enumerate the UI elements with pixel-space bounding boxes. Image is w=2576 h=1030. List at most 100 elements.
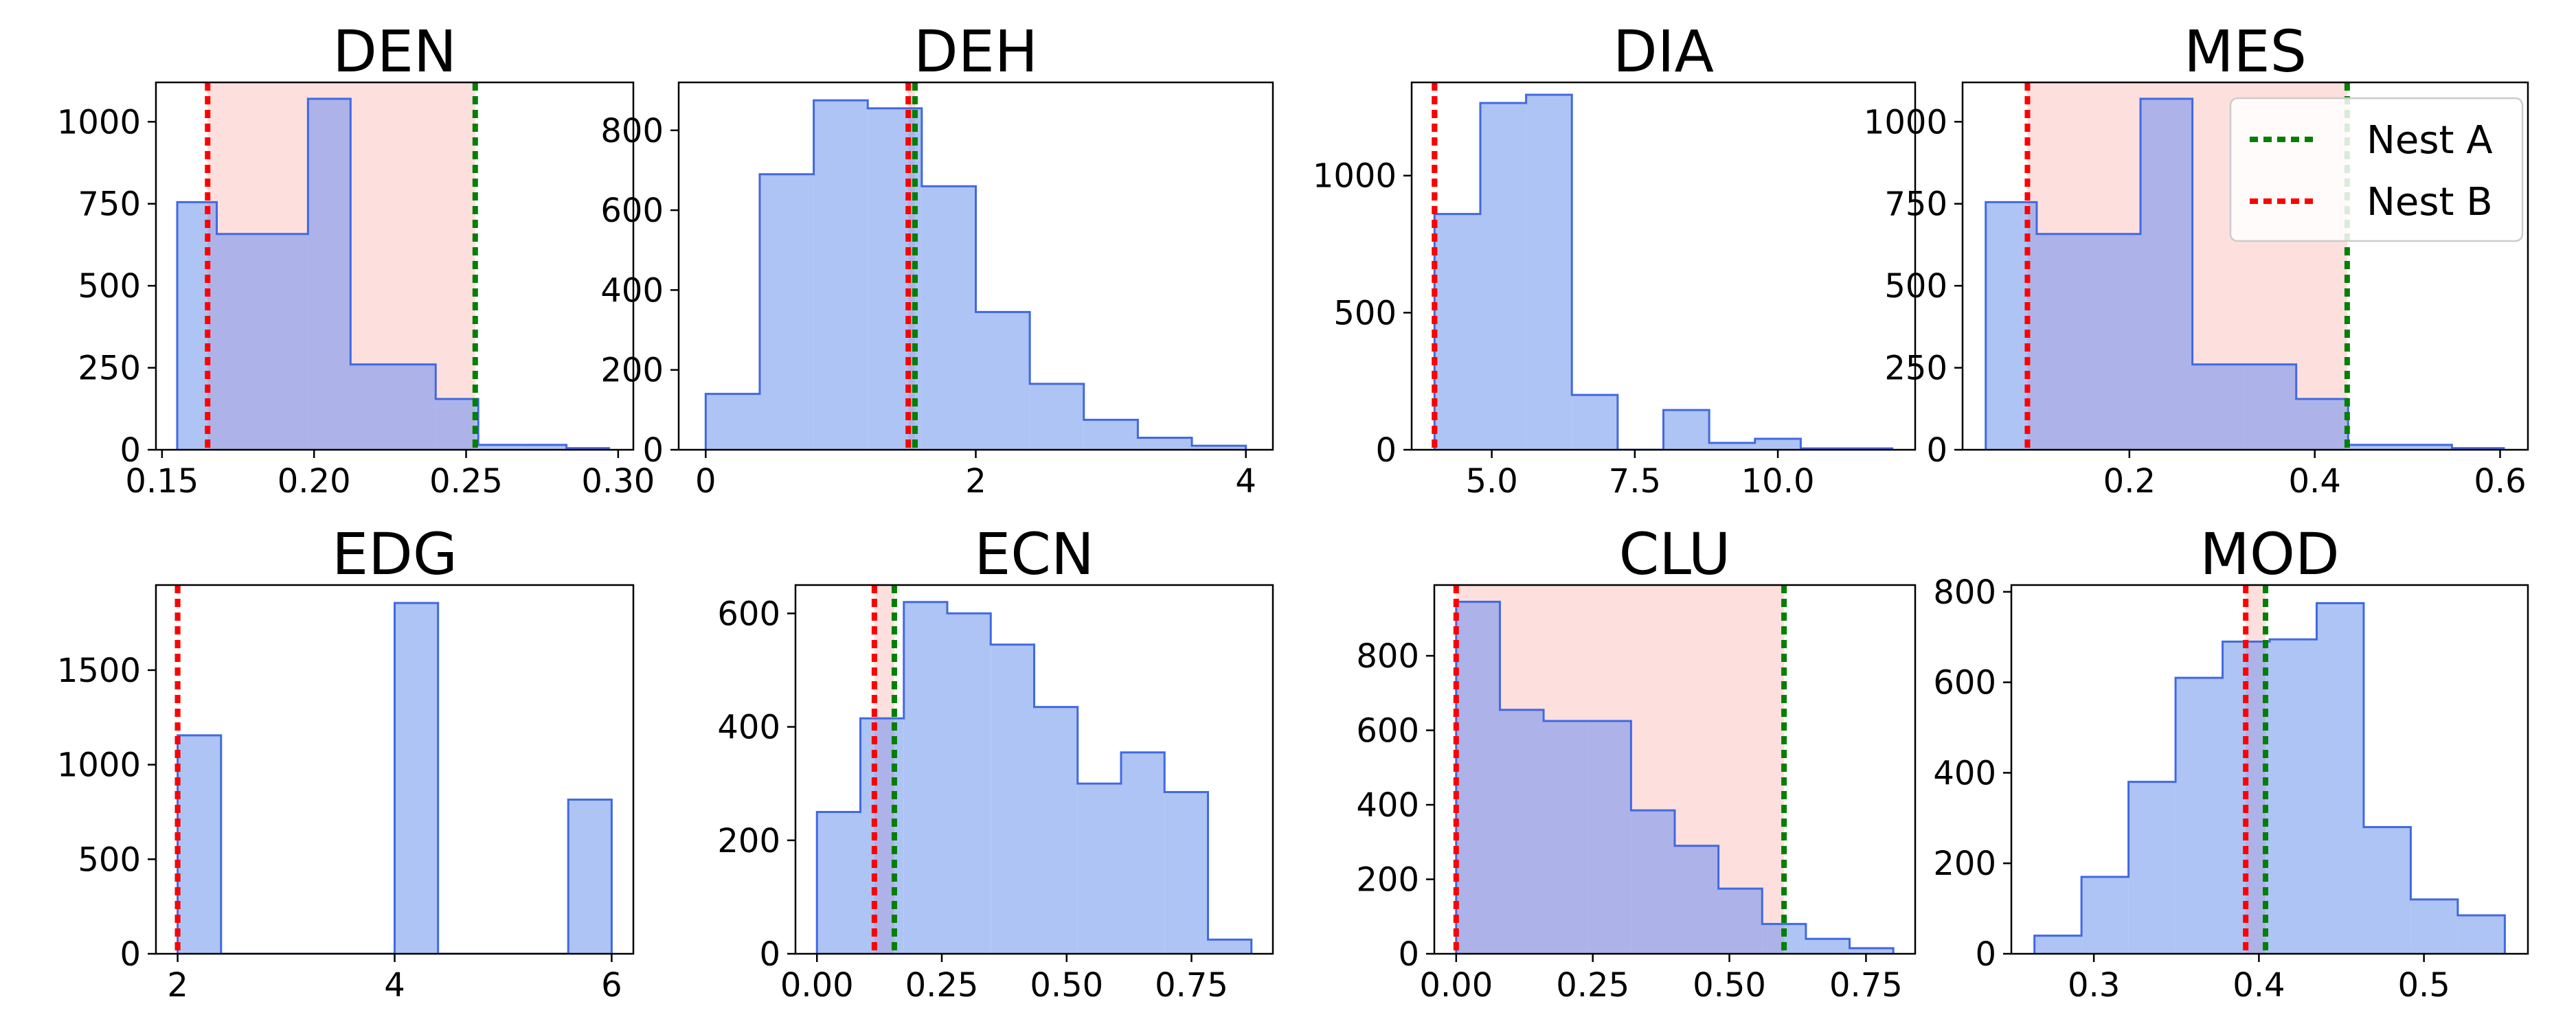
y-tick-label: 500: [1333, 294, 1397, 332]
y-tick-label: 200: [600, 352, 664, 390]
histogram-bar: [1120, 752, 1165, 954]
y-tick-label: 0: [1975, 935, 1996, 974]
histogram-bar: [1805, 939, 1850, 954]
histogram-bar: [921, 186, 976, 450]
histogram-bar-shaded-part: [1718, 889, 1763, 954]
histogram-bar: [2410, 899, 2458, 954]
axes-frame: [794, 584, 1274, 955]
histogram-bar: [759, 174, 814, 450]
y-tick-label: 0: [1375, 431, 1397, 470]
y-tick-label: 250: [78, 350, 141, 388]
y-tick-label: 1000: [1313, 157, 1397, 196]
histogram-bar: [2399, 444, 2452, 450]
histogram-bar-shaded-part: [1631, 810, 1675, 954]
y-tick-label: 400: [1933, 754, 1996, 792]
x-tick-label: 0.25: [1556, 966, 1629, 1005]
histogram-bar: [2363, 827, 2411, 954]
y-tick-label: 750: [1884, 185, 1947, 224]
x-tick-label: 2: [167, 966, 188, 1005]
y-tick-label: 0: [1398, 935, 1419, 974]
y-tick-label: 400: [717, 709, 780, 747]
y-tick-label: 1000: [57, 746, 141, 785]
histogram-bar: [2128, 781, 2176, 954]
y-tick-label: 200: [1356, 861, 1419, 900]
axes-frame: [1410, 81, 1917, 451]
histogram-bar-shaded-part: [2244, 364, 2296, 450]
histogram-bar: [2348, 444, 2400, 450]
x-tick-label: 0.00: [1419, 966, 1493, 1005]
plot-area: [815, 585, 1253, 954]
histogram-bar-shaded-part: [1456, 602, 1500, 954]
histogram-bar: [813, 100, 868, 450]
histogram-bar: [1572, 395, 1618, 450]
x-tick-label: 0.20: [278, 462, 351, 501]
y-tick-label: 600: [1356, 712, 1419, 751]
y-tick-label: 250: [1884, 350, 1947, 388]
x-tick-label: 0: [695, 462, 716, 501]
legend-nest-b-label: Nest B: [2366, 180, 2493, 225]
x-tick-label: 0.4: [2289, 462, 2341, 501]
histogram-bar: [817, 812, 861, 954]
histogram-bar: [521, 444, 567, 450]
panel-title: ECN: [974, 520, 1094, 588]
x-tick-label: 7.5: [1609, 462, 1661, 501]
histogram-bar-shaded-part: [308, 98, 351, 450]
histogram-bar: [1434, 214, 1480, 450]
histogram-bar-shaded-part: [1500, 709, 1544, 954]
x-tick-label: 2: [965, 462, 986, 501]
histogram-bar: [1526, 94, 1572, 450]
y-tick-label: 600: [1933, 664, 1996, 702]
histogram-bar-shaded-part: [908, 108, 916, 450]
x-tick-label: 0.6: [2474, 462, 2526, 501]
panel-title: DEN: [332, 18, 457, 85]
x-tick-label: 0.50: [1693, 966, 1766, 1005]
histogram-outline: [1433, 93, 1894, 450]
legend-box: [2229, 97, 2524, 242]
x-tick-label: 0.50: [1030, 966, 1103, 1005]
histogram-bar-shaded-part: [874, 718, 894, 954]
y-tick-label: 0: [1926, 431, 1947, 470]
histogram-bar-shaded-part: [436, 398, 475, 450]
panel-den: DEN 0.15 0.20 0.25 0.30 0 250 500 750 1000: [57, 18, 655, 501]
histogram-bar: [705, 393, 760, 450]
panel-title: CLU: [1619, 520, 1731, 588]
histogram-bar: [1849, 948, 1894, 954]
plot-area: [704, 82, 1247, 450]
plot-area: [2033, 585, 2506, 954]
histogram-bar: [1138, 437, 1193, 450]
histogram-bar: [2034, 935, 2082, 954]
histogram-bar: [2316, 603, 2364, 954]
histogram-bar-shaded-part: [216, 233, 262, 450]
histogram-bar: [991, 644, 1035, 954]
histogram-outline: [2033, 602, 2506, 954]
panel-mod: MOD 0.3 0.4 0.5 0 200 400 600 800: [1933, 520, 2529, 1005]
histogram-outline: [815, 601, 1253, 954]
y-tick-label: 800: [1356, 637, 1419, 676]
x-tick-label: 0.25: [905, 966, 979, 1005]
y-tick-label: 0: [120, 935, 141, 974]
histogram-bar-shaded-part: [1587, 720, 1631, 954]
histogram-bar: [2270, 639, 2317, 954]
histogram-bar: [1030, 384, 1084, 450]
panel-title: MOD: [2200, 520, 2339, 588]
panel-dia: DIA 5.0 7.5 10.0 0 500 1000: [1313, 18, 1917, 501]
panel-title: EDG: [332, 520, 457, 588]
plot-area: [1432, 82, 1894, 450]
histogram-outline: [1455, 600, 1895, 954]
histogram-bar: [975, 312, 1030, 450]
histogram-bar: [177, 735, 221, 954]
histogram-bar: [1709, 443, 1755, 450]
y-tick-label: 1000: [1864, 103, 1947, 141]
histogram-bar: [1083, 420, 1138, 450]
y-tick-label: 0: [120, 431, 141, 470]
histogram-bar: [1754, 439, 1801, 450]
y-tick-label: 200: [717, 822, 780, 860]
histogram-bar: [394, 603, 438, 954]
axes-frame: [155, 81, 635, 451]
histogram-bar-shaded-part: [2192, 364, 2245, 450]
y-tick-label: 0: [642, 431, 664, 470]
histogram-outline: [177, 602, 613, 954]
x-tick-label: 4: [1235, 462, 1256, 501]
panel-deh: DEH 0 2 4 0 200 400 600 800: [600, 18, 1274, 501]
